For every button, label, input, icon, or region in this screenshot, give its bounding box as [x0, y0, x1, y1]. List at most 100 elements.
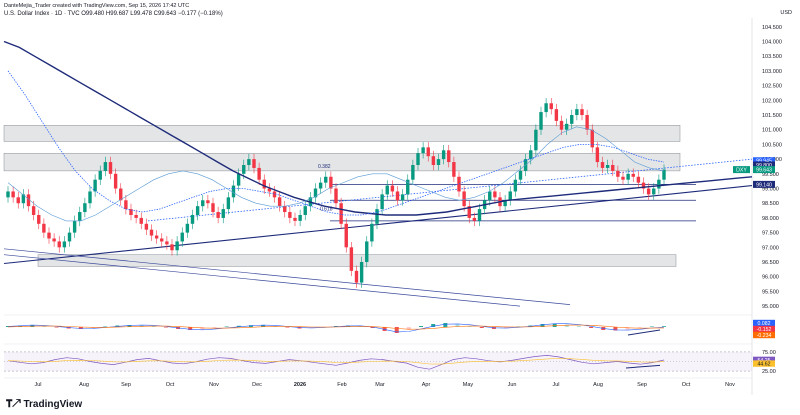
candle-body [621, 176, 625, 180]
price-tick-label: 97.000 [762, 245, 779, 251]
candle-body [144, 223, 149, 230]
macd-value-label: -0.234 [757, 333, 772, 339]
candle-body [508, 191, 512, 201]
sma-fast-line [7, 126, 665, 222]
candle-body [139, 217, 143, 224]
sma-mid-line [7, 70, 665, 216]
supply-demand-zone [37, 254, 677, 267]
price-tick-label: 96.500 [762, 260, 779, 266]
candle-body [395, 191, 400, 201]
macd-histogram-bar [394, 327, 399, 333]
candle-body [411, 165, 415, 180]
author-line: DanteMejia_Trader created with TradingVi… [4, 3, 190, 9]
candle-body [385, 185, 389, 195]
candle-body [559, 120, 564, 130]
candle-body [272, 191, 277, 198]
candle-body [93, 179, 97, 192]
candle-body [652, 188, 656, 195]
candle-body [37, 214, 41, 224]
candle-body [236, 173, 241, 186]
macd-histogram-bar [625, 327, 630, 330]
candle-body [334, 188, 338, 204]
macd-histogram-bar [552, 323, 557, 327]
candle-body [354, 270, 359, 283]
candle-body [380, 194, 384, 210]
candle-body [124, 200, 128, 210]
candle-body [513, 179, 518, 192]
candle-body [344, 223, 348, 248]
macd-histogram-bar [540, 324, 545, 327]
rsi-line [7, 355, 665, 370]
macd-signal-line [7, 324, 665, 330]
macd-histogram-bar [54, 327, 59, 328]
rsi-divergence-line [625, 364, 661, 369]
candle-body [47, 232, 51, 239]
descending-channel-upper [3, 248, 571, 305]
price-tick-label: 102.000 [762, 98, 782, 104]
candle-body [370, 223, 374, 242]
macd-histogram-bar [163, 327, 168, 328]
price-tick-label: 101.000 [762, 128, 782, 134]
candle-body [390, 185, 395, 192]
supply-demand-zone [3, 125, 681, 142]
candle-body [375, 209, 379, 224]
macd-histogram-bar [637, 327, 642, 328]
symbol-tag-text: DXY [736, 168, 747, 174]
candle-body [154, 235, 159, 239]
candle-body [339, 203, 343, 224]
candle-body [277, 197, 282, 207]
candle-body [447, 150, 451, 163]
macd-histogram-bar [479, 327, 484, 328]
candle-body [31, 206, 36, 215]
candle-body [605, 165, 610, 168]
candle-body [616, 170, 620, 177]
candle-body [564, 123, 569, 130]
candle-body [580, 109, 584, 116]
candle-body [21, 194, 26, 204]
candle-body [231, 185, 236, 198]
candle-body [16, 197, 20, 204]
price-label-box [753, 180, 775, 188]
candle-body [570, 115, 574, 124]
candle-body [493, 191, 497, 198]
price-tick-label: 101.500 [762, 113, 782, 119]
candle-body [160, 238, 164, 242]
price-label-box [753, 161, 775, 169]
symbol-tag-box [733, 166, 750, 174]
rsi-value-label: 44.62 [758, 361, 771, 367]
candle-body [585, 115, 589, 130]
candle-body [62, 241, 67, 248]
time-tick-label: Sep [637, 382, 647, 388]
symbol-line: U.S. Dollar Index · 1D · TVC O99.480 H99… [4, 11, 223, 17]
candle-body [129, 209, 133, 215]
rsi-level-label: 75.00 [762, 350, 776, 356]
candle-body [262, 179, 266, 189]
candle-body [600, 162, 605, 168]
candle-body [503, 200, 507, 207]
candle-body [190, 214, 195, 224]
candle-body [206, 200, 210, 204]
candle-body [298, 214, 302, 221]
candle-body [226, 197, 231, 210]
macd-histogram-bar [504, 327, 509, 328]
candle-body [303, 206, 307, 215]
candle-body [221, 209, 225, 218]
tradingview-mark-icon: 𝐓↗ [6, 399, 21, 410]
price-tick-label: 100.500 [762, 142, 782, 148]
macd-histogram-bar [224, 326, 229, 327]
candle-body [185, 223, 190, 233]
macd-histogram-bar [576, 326, 581, 327]
price-label-box [753, 166, 775, 174]
candle-body [549, 103, 553, 110]
candle-body [436, 159, 441, 165]
time-tick-label: Dec [252, 382, 262, 388]
price-label-box [753, 157, 775, 165]
macd-value-box [753, 319, 775, 327]
macd-histogram-bar [261, 325, 266, 327]
macd-histogram-bar [188, 327, 193, 330]
candle-body [457, 176, 461, 192]
macd-histogram-bar [346, 325, 351, 327]
candle-body [477, 209, 482, 221]
time-tick-label: Oct [682, 382, 691, 388]
